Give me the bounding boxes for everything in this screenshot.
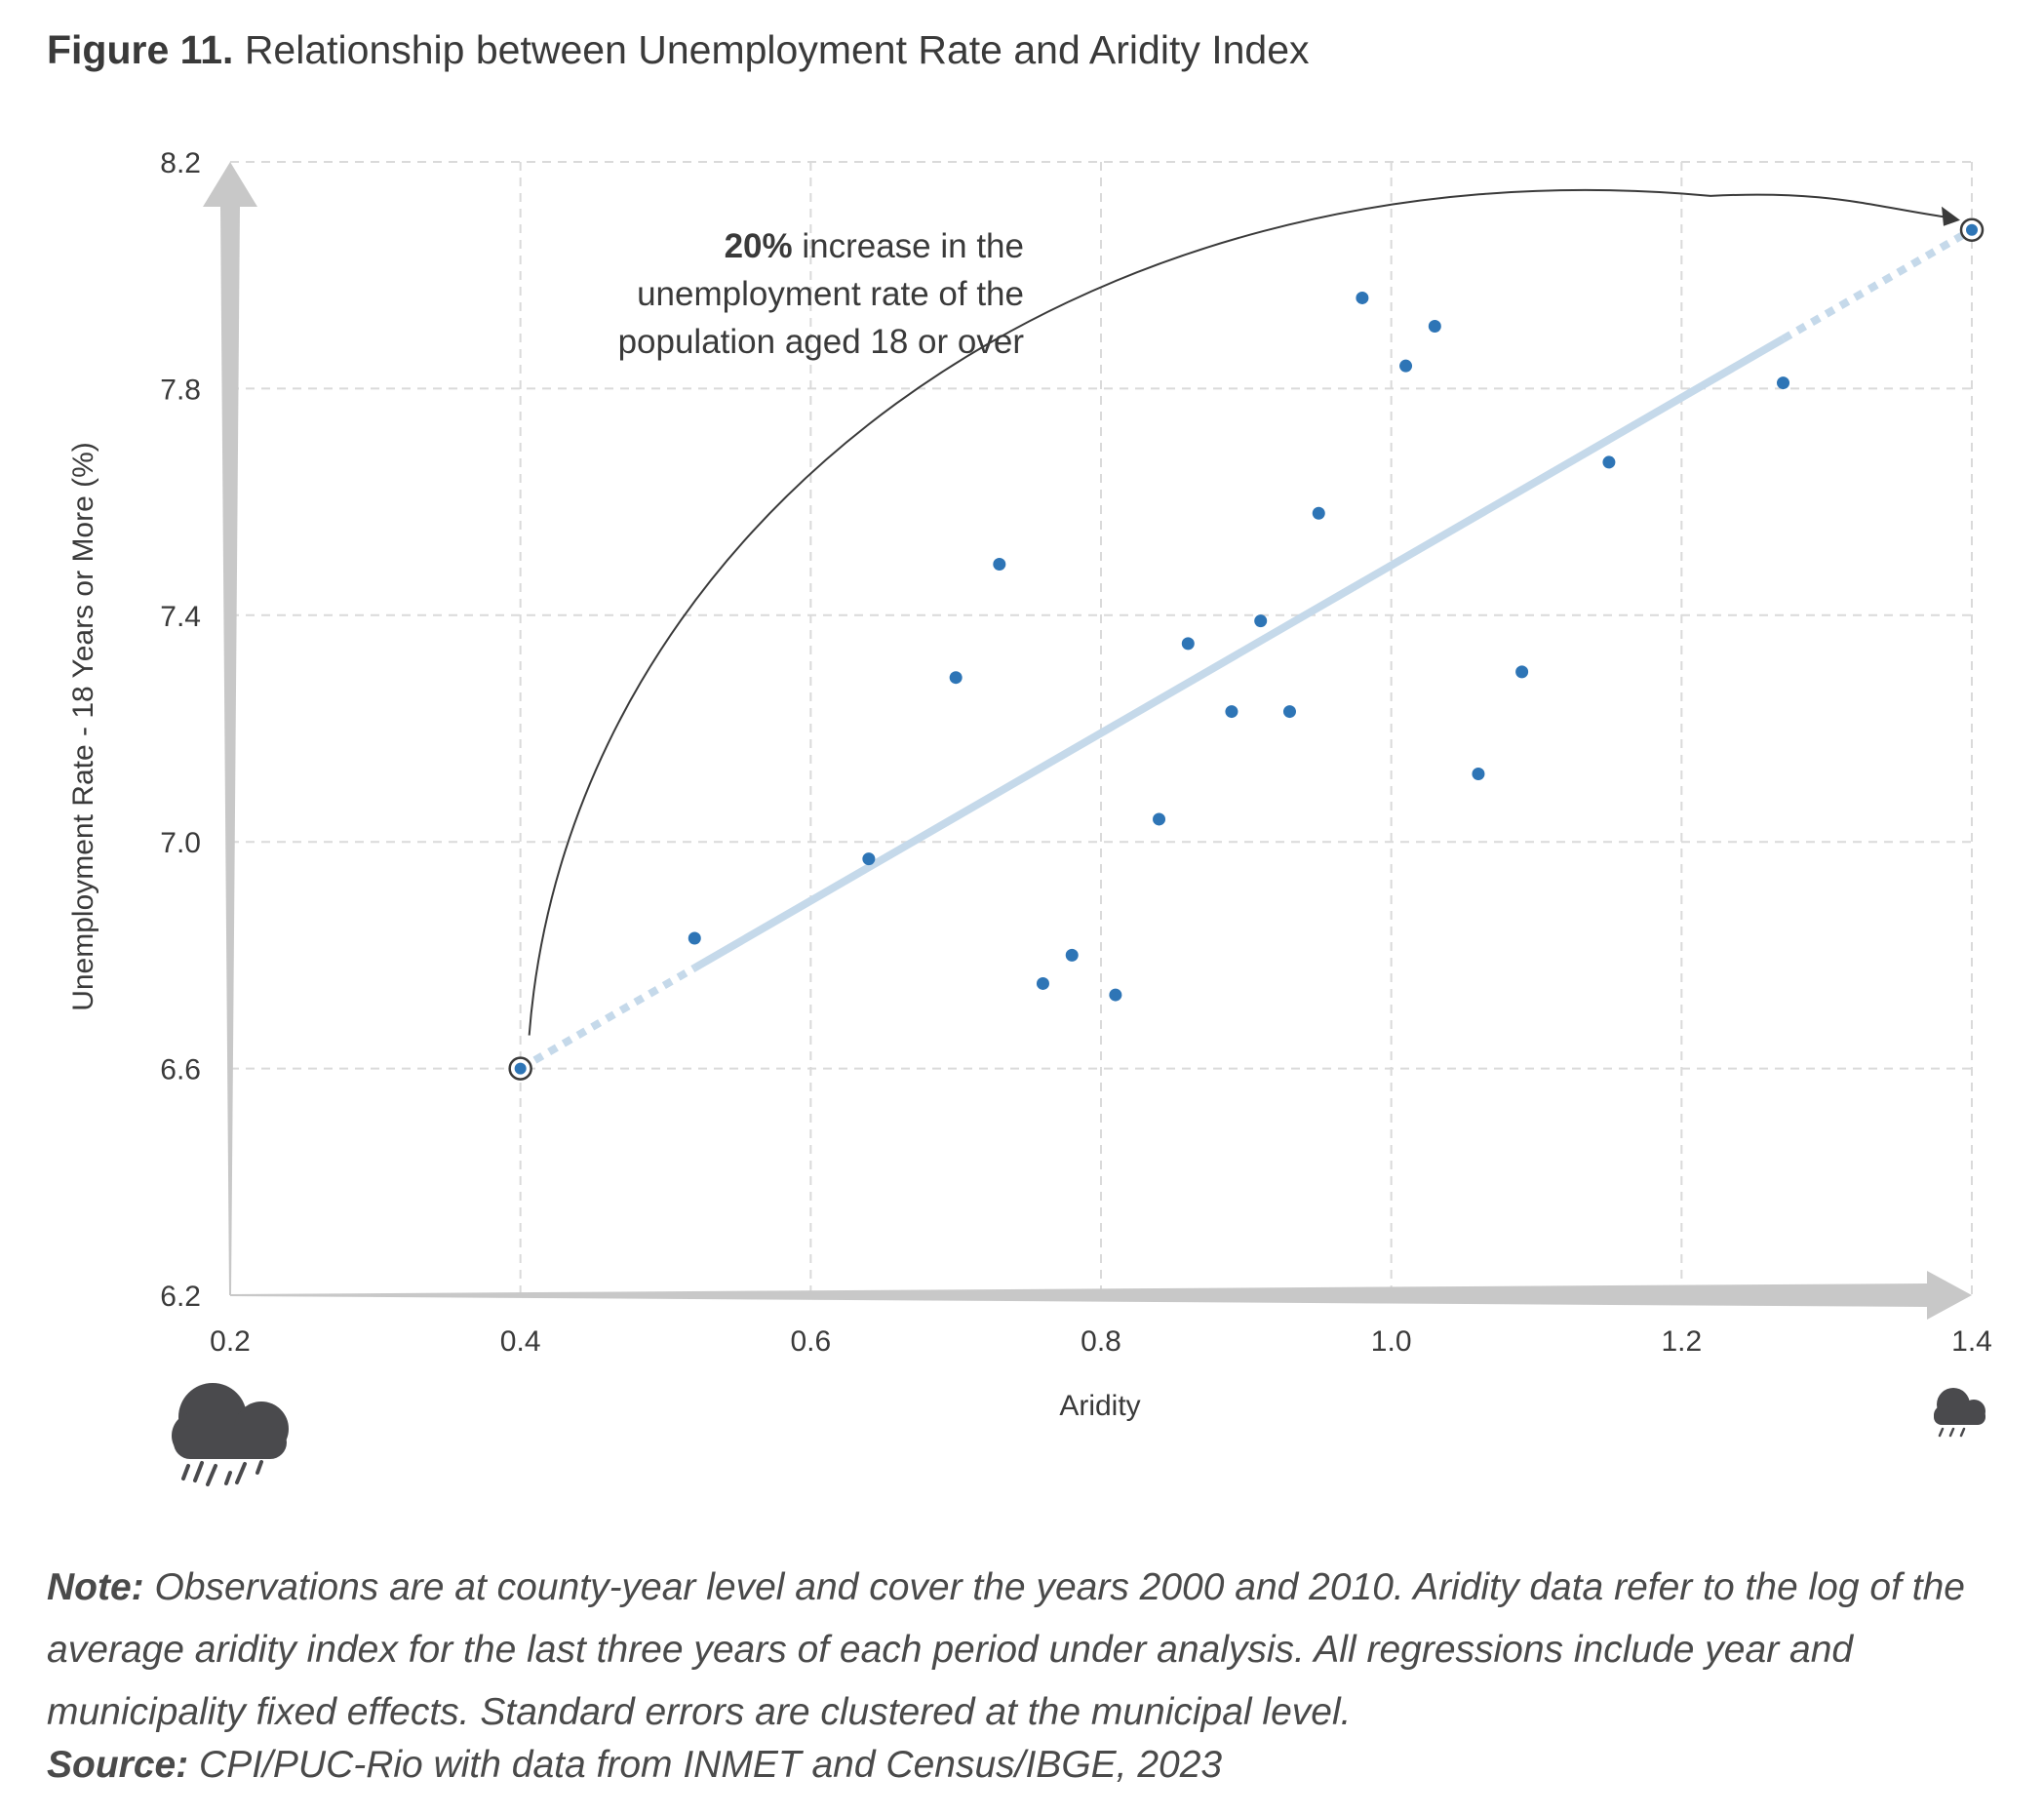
data-point: [949, 671, 963, 685]
data-point: [1181, 637, 1195, 651]
data-point: [1472, 767, 1485, 780]
x-tick-label: 0.4: [500, 1325, 541, 1358]
y-tick-label: 7.4: [160, 601, 201, 633]
data-point: [1282, 705, 1296, 719]
figure-source: Source: CPI/PUC-Rio with data from INMET…: [47, 1744, 1222, 1787]
y-tick-label: 7.8: [160, 374, 201, 406]
data-point: [1399, 359, 1413, 373]
x-axis-arrow: [230, 1271, 1972, 1320]
note-label: Note:: [47, 1566, 144, 1608]
figure-title: Figure 11. Relationship between Unemploy…: [47, 27, 1310, 73]
annotation-arrow-curve: [528, 188, 1947, 1036]
highlight-point: [1966, 223, 1978, 236]
y-tick-label: 7.0: [160, 827, 201, 859]
y-axis-label: Unemployment Rate - 18 Years or More (%): [67, 442, 99, 1011]
highlight-point: [514, 1062, 527, 1075]
data-point: [1065, 948, 1079, 962]
scatter-chart: 0.2 0.4 0.6 0.8 1.0 1.2 1.46.26.67.07.47.88.2 …: [67, 147, 1992, 1486]
annotation-line-1: 20% increase in the: [725, 227, 1024, 265]
data-point: [1312, 506, 1325, 520]
annotation-line-2: unemployment rate of the: [637, 275, 1024, 313]
data-point: [993, 558, 1006, 572]
data-point: [1153, 812, 1166, 826]
data-point: [1777, 376, 1790, 390]
axis-arrows: [203, 162, 1972, 1320]
x-tick-label: 1.0: [1371, 1325, 1412, 1358]
x-tick-label: 0.6: [790, 1325, 831, 1358]
annotation-arrowhead: [1942, 206, 1960, 226]
figure-label: Figure 11.: [47, 27, 234, 72]
annotation-line-1-rest: increase in the: [793, 227, 1024, 265]
x-tick-label: 0.2: [210, 1325, 251, 1358]
note-text: Observations are at county-year level an…: [47, 1566, 1965, 1733]
x-tick-label: 1.4: [1951, 1325, 1992, 1358]
y-tick-label: 6.6: [160, 1054, 201, 1086]
data-point: [1515, 665, 1529, 679]
x-tick-label: 0.8: [1081, 1325, 1121, 1358]
annotation: 20% increase in the unemployment rate of …: [528, 188, 1960, 1036]
data-point: [1428, 319, 1441, 333]
annotation-bold: 20%: [725, 227, 793, 265]
x-tick-label: 1.2: [1661, 1325, 1702, 1358]
data-point: [688, 931, 701, 945]
x-axis-label: Aridity: [1059, 1390, 1140, 1422]
grid-lines: [230, 161, 1973, 1295]
fit-line-dotted-start: [518, 964, 697, 1073]
fit-line: [518, 226, 1975, 1073]
data-point: [1254, 614, 1268, 628]
fit-line-dotted-end: [1781, 226, 1975, 342]
y-tick-label: 8.2: [160, 147, 201, 179]
data-points: [508, 217, 1985, 1081]
data-point: [1036, 976, 1049, 990]
data-point: [1109, 988, 1122, 1002]
figure-title-text: Relationship between Unemployment Rate a…: [244, 27, 1310, 72]
tick-labels: 0.2 0.4 0.6 0.8 1.0 1.2 1.4 6.2 6.6 7.0 7.4 7.8 8.2: [160, 147, 1992, 1358]
data-point: [1356, 291, 1369, 304]
figure-note: Note: Observations are at county-year le…: [47, 1557, 2007, 1744]
y-axis-arrow: [203, 162, 257, 1295]
y-tick-label: 6.2: [160, 1281, 201, 1313]
heavy-rain-cloud-icon: [172, 1383, 289, 1486]
data-point: [1225, 705, 1238, 719]
light-rain-cloud-icon: [1934, 1388, 1985, 1438]
source-text: CPI/PUC-Rio with data from INMET and Cen…: [188, 1744, 1223, 1786]
data-point: [862, 852, 876, 866]
fit-line-solid: [692, 336, 1786, 971]
data-point: [1602, 455, 1616, 469]
source-label: Source:: [47, 1744, 189, 1786]
annotation-line-3: population aged 18 or over: [618, 323, 1025, 361]
